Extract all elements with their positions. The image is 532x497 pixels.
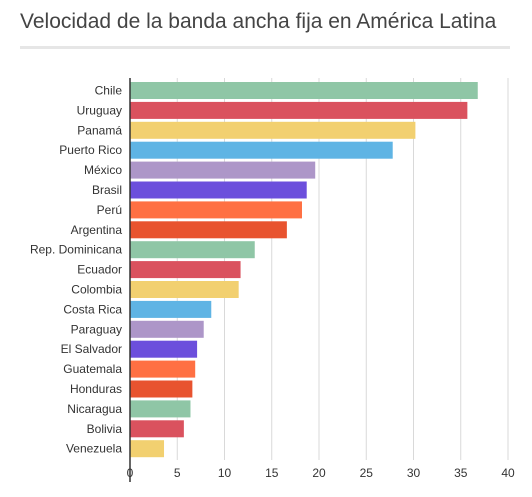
category-label: Perú — [97, 203, 122, 217]
x-tick-label: 20 — [312, 466, 326, 480]
category-label: El Salvador — [61, 342, 122, 356]
x-tick-label: 25 — [360, 466, 374, 480]
bar-colombia[interactable] — [130, 281, 239, 298]
category-label: Panamá — [77, 123, 122, 137]
category-label: Puerto Rico — [59, 143, 122, 157]
bar-guatemala[interactable] — [130, 360, 196, 378]
category-label: Brasil — [92, 183, 122, 197]
bar-puerto-rico[interactable] — [130, 141, 393, 159]
x-tick-label: 35 — [454, 466, 468, 480]
category-label: Ecuador — [77, 263, 122, 277]
bar-per-[interactable] — [130, 201, 302, 219]
bar-argentina[interactable] — [130, 221, 287, 239]
category-label: Honduras — [70, 382, 122, 396]
category-label: Nicaragua — [67, 402, 122, 416]
category-label: Bolivia — [87, 422, 123, 436]
gridlines — [176, 78, 509, 460]
category-label: Chile — [95, 84, 123, 98]
bar-brasil[interactable] — [130, 181, 307, 199]
category-label: Venezuela — [66, 442, 122, 456]
x-tick-label: 10 — [218, 466, 232, 480]
bar-el-salvador[interactable] — [130, 340, 198, 358]
bar-costa-rica[interactable] — [130, 300, 212, 318]
bar-ecuador[interactable] — [130, 261, 241, 279]
x-tick-label: 30 — [407, 466, 421, 480]
bar-paraguay[interactable] — [130, 320, 204, 338]
bar-m-xico[interactable] — [130, 161, 316, 179]
x-tick-label: 5 — [174, 466, 181, 480]
bar-nicaragua[interactable] — [130, 400, 191, 418]
category-label: Colombia — [71, 283, 122, 297]
x-tick-labels: 0510152025303540 — [127, 466, 515, 480]
title-divider — [20, 46, 510, 49]
bar-uruguay[interactable] — [130, 101, 468, 119]
bars — [130, 82, 478, 458]
bar-chile[interactable] — [130, 82, 478, 99]
category-label: México — [84, 163, 122, 177]
bar-venezuela[interactable] — [130, 440, 165, 458]
chart-title: Velocidad de la banda ancha fija en Amér… — [20, 10, 497, 33]
category-label: Argentina — [71, 223, 123, 237]
x-tick-label: 15 — [265, 466, 279, 480]
category-labels: Chile Uruguay Panamá Puerto Rico México Brasi… — [30, 84, 122, 456]
category-label: Guatemala — [63, 362, 122, 376]
category-label: Paraguay — [71, 322, 122, 336]
bar-panam-[interactable] — [130, 121, 416, 139]
bar-bolivia[interactable] — [130, 420, 184, 438]
x-tick-label: 40 — [501, 466, 515, 480]
category-label: Rep. Dominicana — [30, 243, 122, 257]
category-label: Costa Rica — [63, 302, 122, 316]
bar-rep-dominicana[interactable] — [130, 241, 255, 259]
category-label: Uruguay — [77, 103, 122, 117]
bar-honduras[interactable] — [130, 380, 193, 398]
